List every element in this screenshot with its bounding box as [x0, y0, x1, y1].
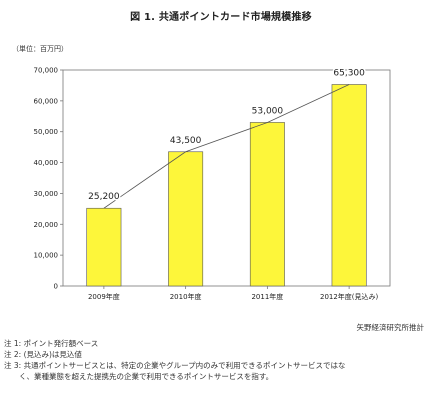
x-tick-label: 2009年度	[88, 292, 120, 301]
note-2: 注 2: (見込み)は見込値	[4, 350, 82, 359]
y-tick-label: 40,000	[34, 159, 59, 167]
bar	[249, 122, 285, 287]
y-tick-label: 10,000	[34, 252, 59, 260]
source-credit: 矢野経済研究所推計	[356, 323, 425, 332]
data-label: 53,000	[252, 106, 284, 116]
note-1: 注 1: ポイント発行額ベース	[4, 339, 99, 348]
y-tick-label: 50,000	[34, 128, 59, 136]
note-3-continued: く、業種業態を超えた提携先の企業で利用できるポイントサービスを指す。	[4, 372, 274, 381]
bar	[168, 151, 204, 287]
chart-title: 図 1. 共通ポイントカード市場規模推移	[130, 12, 312, 23]
data-label: 43,500	[170, 136, 202, 146]
x-tick-label: 2010年度	[170, 292, 202, 301]
y-tick-label: 60,000	[34, 97, 59, 105]
bar-chart: 0 10,000 20,000 30,000 40,000 50,000 60,000 70,…	[34, 67, 391, 301]
bar	[86, 207, 122, 287]
notes-block: 注 1: ポイント発行額ベース 注 2: (見込み)は見込値 注 3: 共通ポイ…	[4, 338, 436, 382]
unit-label: （単位：百万円）	[12, 45, 68, 53]
y-tick-label: 70,000	[34, 67, 59, 75]
note-3: 注 3: 共通ポイントサービスとは、特定の企業やグループ内のみで利用できるポイン…	[4, 361, 346, 370]
y-tick-label: 0	[54, 283, 58, 291]
plot-frame	[62, 69, 391, 287]
trend-line	[103, 84, 350, 209]
x-tick-label: 2011年度	[251, 292, 283, 301]
bar	[331, 84, 367, 287]
y-tick-label: 30,000	[34, 190, 59, 198]
x-tick-label: 2012年度(見込み)	[320, 292, 379, 301]
data-label: 65,300	[333, 69, 365, 79]
y-tick-label: 20,000	[34, 221, 59, 229]
data-label: 25,200	[88, 192, 120, 202]
